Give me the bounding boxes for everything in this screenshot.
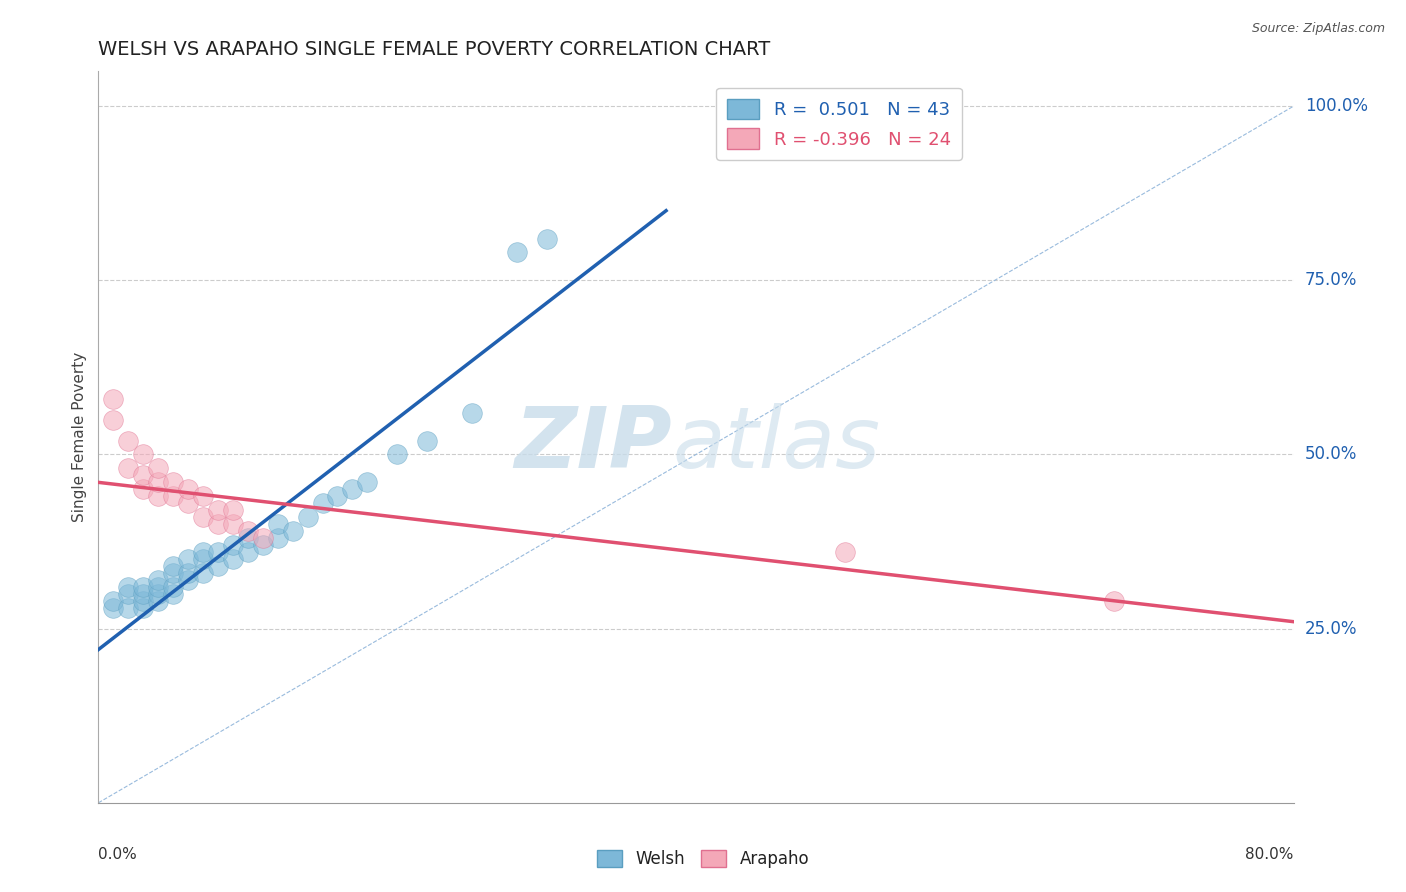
Text: 100.0%: 100.0% (1305, 97, 1368, 115)
Point (103, 594, 125, 608)
Point (162, 489, 184, 503)
Point (132, 594, 155, 608)
Point (461, 406, 484, 420)
Point (103, 392, 125, 406)
Text: 80.0%: 80.0% (1246, 847, 1294, 862)
Text: atlas: atlas (672, 403, 880, 486)
Point (416, 434, 439, 448)
Point (177, 552, 200, 566)
Point (252, 538, 274, 552)
Point (385, 448, 409, 462)
Point (177, 483, 200, 497)
Point (177, 496, 200, 510)
Point (132, 587, 155, 601)
Point (281, 524, 304, 538)
Point (191, 552, 214, 566)
Point (834, 545, 856, 559)
Point (191, 489, 214, 503)
Text: 25.0%: 25.0% (1305, 620, 1357, 638)
Point (297, 510, 319, 524)
Point (267, 531, 290, 545)
Legend: Welsh, Arapaho: Welsh, Arapaho (591, 843, 815, 875)
Point (132, 468, 155, 483)
Point (191, 510, 214, 524)
Point (207, 558, 229, 573)
Text: 0.0%: 0.0% (98, 847, 138, 862)
Text: 75.0%: 75.0% (1305, 271, 1357, 289)
Point (117, 434, 139, 448)
Point (132, 600, 155, 615)
Point (162, 580, 184, 594)
Point (311, 496, 333, 510)
Point (222, 552, 245, 566)
Point (162, 558, 184, 573)
Point (117, 461, 139, 475)
Point (117, 580, 139, 594)
Point (148, 475, 170, 490)
Point (117, 600, 139, 615)
Point (103, 412, 125, 426)
Point (132, 580, 155, 594)
Point (506, 245, 529, 260)
Text: WELSH VS ARAPAHO SINGLE FEMALE POVERTY CORRELATION CHART: WELSH VS ARAPAHO SINGLE FEMALE POVERTY C… (98, 39, 770, 59)
Y-axis label: Single Female Poverty: Single Female Poverty (72, 352, 87, 522)
Point (222, 503, 245, 517)
Point (1104, 594, 1126, 608)
Text: 50.0%: 50.0% (1305, 445, 1357, 464)
Point (148, 489, 170, 503)
Point (132, 483, 155, 497)
Text: Source: ZipAtlas.com: Source: ZipAtlas.com (1251, 22, 1385, 36)
Point (177, 573, 200, 587)
Point (191, 545, 214, 559)
Point (132, 448, 155, 462)
Point (342, 483, 364, 497)
Point (222, 517, 245, 532)
Point (236, 531, 259, 545)
Point (267, 517, 290, 532)
Point (117, 587, 139, 601)
Point (207, 545, 229, 559)
Point (148, 573, 170, 587)
Point (177, 566, 200, 580)
Point (536, 231, 558, 245)
Point (236, 545, 259, 559)
Point (148, 587, 170, 601)
Point (162, 475, 184, 490)
Point (162, 566, 184, 580)
Point (162, 587, 184, 601)
Legend: R =  0.501   N = 43, R = -0.396   N = 24: R = 0.501 N = 43, R = -0.396 N = 24 (716, 87, 962, 160)
Text: ZIP: ZIP (515, 403, 672, 486)
Point (148, 580, 170, 594)
Point (103, 600, 125, 615)
Point (148, 594, 170, 608)
Point (252, 531, 274, 545)
Point (356, 475, 378, 490)
Point (236, 524, 259, 538)
Point (222, 538, 245, 552)
Point (191, 566, 214, 580)
Point (148, 461, 170, 475)
Point (326, 489, 349, 503)
Point (207, 503, 229, 517)
Point (207, 517, 229, 532)
